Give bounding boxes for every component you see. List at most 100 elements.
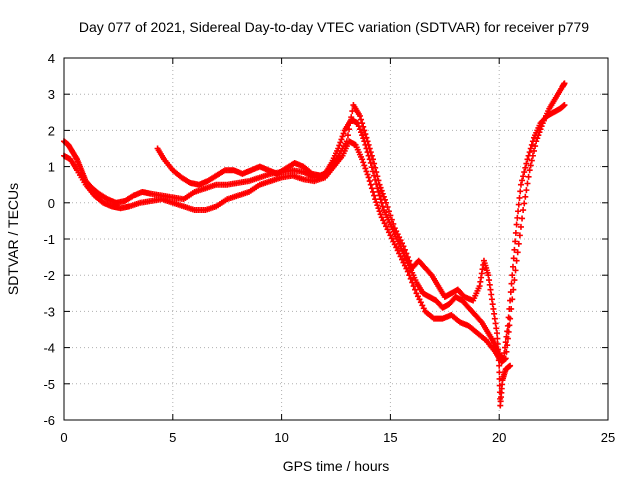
data-point-marker [393, 228, 400, 235]
y-tick-label: -1 [43, 232, 55, 247]
data-point-marker [494, 330, 501, 337]
y-tick-label: -2 [43, 268, 55, 283]
data-point-marker [513, 221, 520, 228]
data-point-marker [524, 180, 531, 187]
data-point-marker [366, 145, 373, 152]
data-point-marker [521, 200, 528, 207]
data-point-marker [390, 238, 397, 245]
data-point-marker [360, 123, 367, 130]
data-point-marker [378, 187, 385, 194]
data-point-marker [513, 257, 520, 264]
x-tick-label: 5 [169, 430, 176, 445]
data-point-marker [414, 293, 421, 300]
data-point-marker [538, 123, 545, 130]
data-point-marker [363, 134, 370, 141]
data-point-marker [364, 171, 371, 178]
data-point-marker [521, 169, 528, 176]
data-point-marker [535, 132, 542, 139]
data-point-marker [347, 120, 354, 127]
data-point-marker [376, 181, 383, 188]
data-point-marker [365, 141, 372, 148]
data-point-marker [404, 268, 411, 275]
data-point-marker [385, 229, 392, 236]
data-point-marker [505, 328, 512, 335]
data-point-marker [396, 250, 403, 257]
data-point-marker [494, 335, 501, 342]
data-series [61, 80, 568, 366]
y-tick-label: -4 [43, 341, 55, 356]
data-point-marker [358, 129, 365, 136]
data-point-marker [403, 250, 410, 257]
data-point-marker [381, 196, 388, 203]
data-point-marker [377, 211, 384, 218]
data-point-marker [397, 237, 404, 244]
data-point-marker [496, 369, 503, 376]
data-point-marker [514, 249, 521, 256]
y-tick-label: 0 [48, 196, 55, 211]
data-point-marker [371, 160, 378, 167]
data-point-marker [391, 241, 398, 248]
data-point-marker [519, 177, 526, 184]
data-point-marker [511, 277, 518, 284]
data-point-marker [529, 152, 536, 159]
data-point-marker [531, 147, 538, 154]
y-axis-label: SDTVAR / TECUs [5, 183, 21, 295]
data-point-marker [403, 265, 410, 272]
data-point-marker [536, 129, 543, 136]
data-point-marker [515, 240, 522, 247]
data-point-marker [410, 283, 417, 290]
data-point-marker [361, 127, 368, 134]
data-point-marker [495, 351, 502, 358]
data-point-marker [371, 192, 378, 199]
data-point-marker [384, 204, 391, 211]
data-point-marker [400, 259, 407, 266]
data-point-marker [515, 201, 522, 208]
data-series [61, 102, 568, 362]
data-point-marker [512, 238, 519, 245]
data-point-marker [504, 335, 511, 342]
data-point-marker [337, 139, 344, 146]
data-point-marker [419, 302, 426, 309]
data-point-marker [517, 188, 524, 195]
data-point-marker [387, 232, 394, 239]
x-tick-label: 10 [274, 430, 288, 445]
data-point-marker [394, 231, 401, 238]
data-point-marker [508, 280, 515, 287]
data-point-marker [416, 296, 423, 303]
data-point-marker [383, 223, 390, 230]
data-point-marker [375, 177, 382, 184]
data-point-marker [369, 188, 376, 195]
data-point-marker [525, 173, 532, 180]
data-point-marker [528, 157, 535, 164]
y-tick-label: -3 [43, 304, 55, 319]
data-point-marker [412, 286, 419, 293]
data-point-marker [375, 188, 382, 195]
chart-title: Day 077 of 2021, Sidereal Day-to-day VTE… [79, 19, 589, 35]
y-axis-ticks: -6 -5 -4 -3 -2 -1 0 1 2 3 4 [43, 51, 608, 428]
data-point-marker [520, 207, 527, 214]
data-point-marker [532, 143, 539, 150]
data-point-marker [561, 102, 568, 109]
data-point-marker [377, 184, 384, 191]
data-point-marker [401, 262, 408, 269]
data-point-marker [409, 279, 416, 286]
data-point-marker [358, 116, 365, 123]
data-point-marker [364, 138, 371, 145]
data-point-marker [372, 164, 379, 171]
data-point-marker [527, 162, 534, 169]
data-point-marker [512, 229, 519, 236]
data-point-marker [522, 164, 529, 171]
data-point-marker [522, 193, 529, 200]
data-point-marker [504, 342, 511, 349]
x-axis-ticks: 0 5 10 15 20 25 [60, 58, 615, 445]
data-point-marker [510, 286, 517, 293]
data-point-marker [406, 272, 413, 279]
data-point-marker [393, 244, 400, 251]
data-point-marker [374, 173, 381, 180]
data-point-marker [397, 253, 404, 260]
data-point-marker [420, 305, 427, 312]
data-point-marker [561, 80, 568, 87]
data-point-marker [373, 199, 380, 206]
data-point-marker [512, 267, 519, 274]
